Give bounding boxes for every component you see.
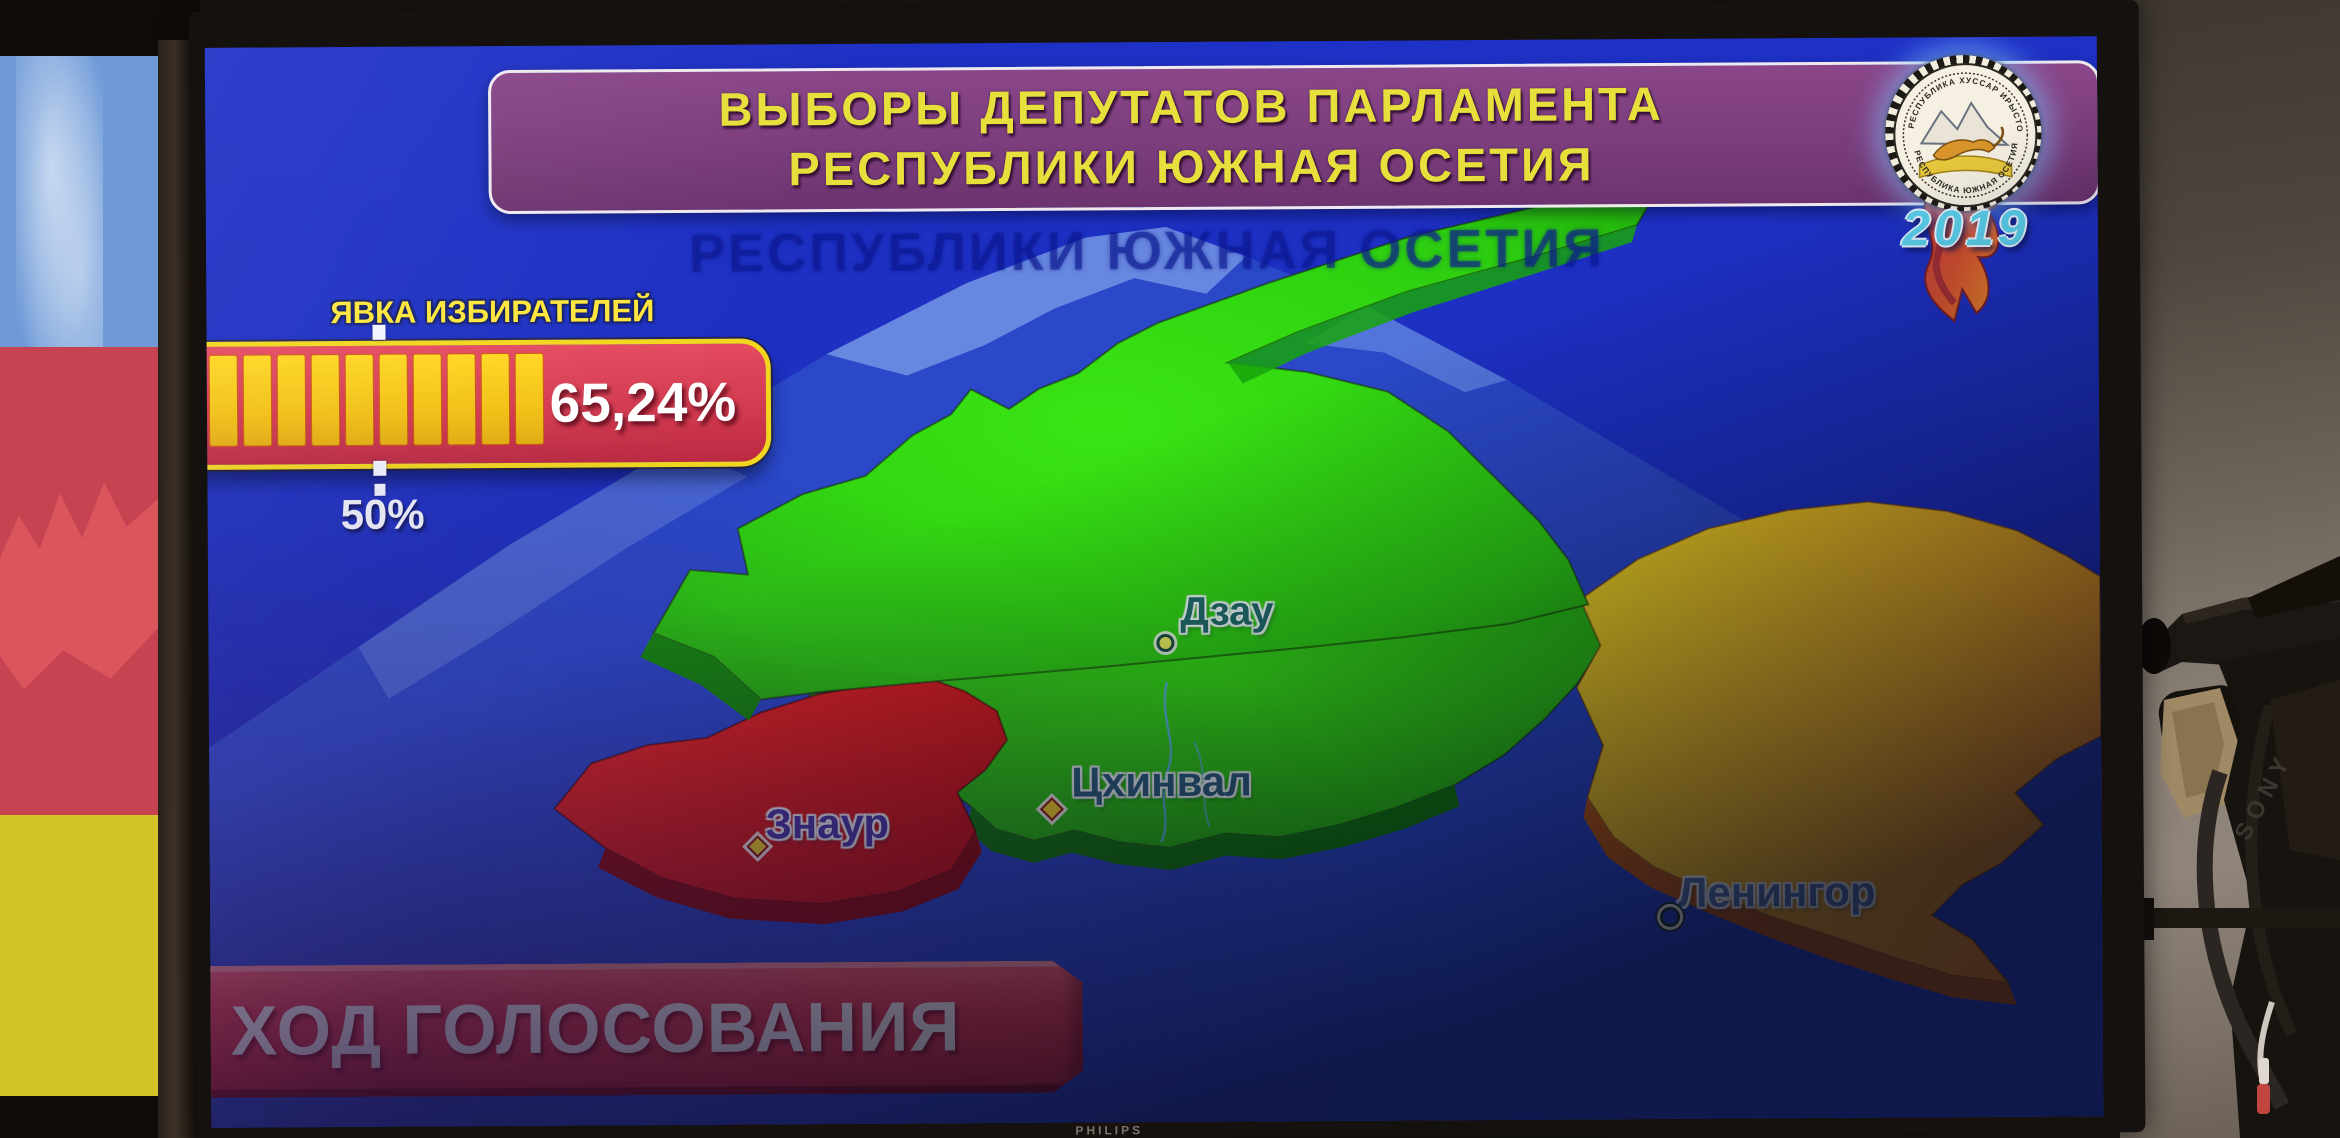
turnout-segment [413,354,442,445]
turnout-bar: 65,24% [204,338,772,470]
title-shadow-text: РЕСПУБЛИКИ ЮЖНАЯ ОСЕТИЯ [688,218,1606,284]
turnout-value: 65,24% [549,370,737,434]
turnout-segment [277,355,306,446]
city-label-dzau: Дзау [1180,589,1274,635]
turnout-segment [481,354,510,445]
footer-banner: ХОД ГОЛОСОВАНИЯ [205,961,1083,1098]
turnout-segment [243,355,272,446]
city-label-tskhinval: Цхинвал [1071,757,1252,806]
city-name: Ленингор [1677,867,1876,916]
city-marker-leningor [1660,906,1681,927]
flag-red-band [0,347,158,816]
emblem-face: РЕСПУБЛИКА ХУССАР ИРЫСТОН РЕСПУБЛИКА ЮЖН… [1892,62,2038,208]
threshold-marker-dash [373,460,387,476]
turnout-segment [209,355,238,446]
tv-brand-label: PHILIPS [1075,1123,1144,1138]
turnout-segments [209,353,551,446]
left-monitor [0,0,200,1138]
video-camera: SONY [2120,556,2340,1138]
city-label-znaur: Знаур [765,800,889,849]
threshold-label: 50% [340,490,425,539]
title-line2: РЕСПУБЛИКИ ЮЖНАЯ ОСЕТИЯ [788,137,1595,196]
tv-frame: ВЫБОРЫ ДЕПУТАТОВ ПАРЛАМЕНТА РЕСПУБЛИКИ Ю… [188,0,2146,1138]
logo-year: 2019 [1902,199,2030,257]
left-monitor-screen [0,56,158,1096]
election-logo: РЕСПУБЛИКА ХУССАР ИРЫСТОН РЕСПУБЛИКА ЮЖН… [1847,46,2085,327]
tv-screen: ВЫБОРЫ ДЕПУТАТОВ ПАРЛАМЕНТА РЕСПУБЛИКИ Ю… [204,36,2104,1128]
coat-of-arms-south-ossetia: РЕСПУБЛИКА ХУССАР ИРЫСТОН РЕСПУБЛИКА ЮЖН… [1884,54,2042,212]
flag-white-band [0,56,158,377]
city-name: Знаур [765,799,890,848]
turnout-segment [345,354,374,446]
title-line1: ВЫБОРЫ ДЕПУТАТОВ ПАРЛАМЕНТА [718,76,1664,136]
city-name: Дзау [1180,589,1274,634]
city-marker-dzau [1156,633,1175,653]
turnout-segment [379,354,408,445]
city-label-leningor: Ленингор [1678,868,1876,917]
threshold-marker-dash [372,324,386,340]
turnout-segment [447,354,476,445]
flag-yellow-band [0,815,158,1096]
page-title: ВЫБОРЫ ДЕПУТАТОВ ПАРЛАМЕНТА РЕСПУБЛИКИ Ю… [511,73,1872,201]
footer-banner-text: ХОД ГОЛОСОВАНИЯ [230,987,961,1070]
turnout-segment [311,355,340,446]
city-name: Цхинвал [1071,757,1252,806]
